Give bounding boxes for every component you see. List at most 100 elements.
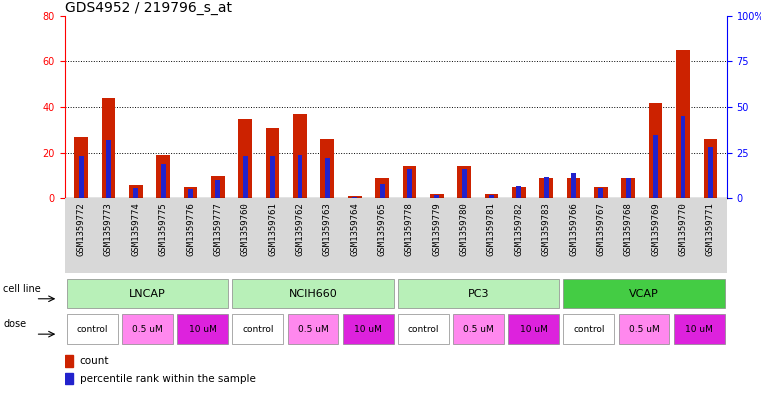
Bar [75,137,88,198]
Text: 0.5 uM: 0.5 uM [463,325,494,334]
Text: GSM1359776: GSM1359776 [186,202,195,256]
Text: GDS4952 / 219796_s_at: GDS4952 / 219796_s_at [65,1,231,15]
Bar [653,134,658,198]
Bar [122,314,173,344]
Text: 10 uM: 10 uM [685,325,713,334]
Bar [298,154,302,198]
Bar [626,178,631,198]
Bar [177,314,228,344]
Bar [348,196,361,198]
Bar [649,103,663,198]
Bar [375,178,389,198]
Text: 0.5 uM: 0.5 uM [629,325,659,334]
Bar [594,187,608,198]
Bar [485,194,498,198]
Text: GSM1359780: GSM1359780 [460,202,469,256]
Text: GSM1359761: GSM1359761 [268,202,277,256]
Bar [512,187,526,198]
Text: NCIH660: NCIH660 [288,289,337,299]
Text: GSM1359777: GSM1359777 [213,202,222,256]
Bar [453,314,504,344]
Bar [211,176,224,198]
Bar [703,139,717,198]
Bar [129,185,142,198]
Text: GSM1359762: GSM1359762 [295,202,304,256]
Text: GSM1359769: GSM1359769 [651,202,660,256]
Bar [508,314,559,344]
Bar [673,314,724,344]
Bar [622,178,635,198]
Bar [65,354,73,367]
Bar [102,98,116,198]
Text: GSM1359772: GSM1359772 [77,202,85,256]
Bar [243,156,248,198]
Text: GSM1359779: GSM1359779 [432,202,441,256]
Text: LNCAP: LNCAP [129,289,166,299]
Text: GSM1359783: GSM1359783 [542,202,551,256]
Bar [78,156,84,198]
Bar [188,189,193,198]
Text: 0.5 uM: 0.5 uM [132,325,163,334]
Bar [398,314,449,344]
Text: control: control [77,325,108,334]
Text: GSM1359775: GSM1359775 [159,202,167,256]
Bar [430,194,444,198]
Text: VCAP: VCAP [629,289,659,299]
Bar [435,195,439,198]
Bar [320,139,334,198]
Text: GSM1359773: GSM1359773 [104,202,113,256]
Bar [708,147,713,198]
Bar [563,279,724,309]
Bar [380,184,384,198]
Bar [106,140,111,198]
Bar [325,158,330,198]
Bar [156,155,170,198]
Text: GSM1359774: GSM1359774 [132,202,140,256]
Text: GSM1359766: GSM1359766 [569,202,578,256]
Text: GSM1359781: GSM1359781 [487,202,496,256]
Text: GSM1359760: GSM1359760 [240,202,250,256]
Text: percentile rank within the sample: percentile rank within the sample [80,374,256,384]
Bar [462,169,466,198]
Text: control: control [573,325,604,334]
Text: cell line: cell line [3,284,41,294]
Bar [215,180,221,198]
Bar [232,279,393,309]
Text: GSM1359778: GSM1359778 [405,202,414,256]
Text: GSM1359782: GSM1359782 [514,202,524,256]
Bar [67,279,228,309]
Bar [293,114,307,198]
Bar [540,178,553,198]
Text: PC3: PC3 [468,289,489,299]
Bar [489,195,494,198]
Bar [571,173,576,198]
Bar [457,167,471,198]
Bar [407,169,412,198]
Bar [67,314,118,344]
Bar [232,314,283,344]
Text: 10 uM: 10 uM [354,325,382,334]
Bar [352,196,357,198]
Text: GSM1359767: GSM1359767 [597,202,606,256]
Bar [133,187,139,198]
Text: GSM1359768: GSM1359768 [624,202,632,256]
Bar [619,314,670,344]
Text: GSM1359771: GSM1359771 [706,202,715,256]
Bar [680,116,686,198]
Bar [161,164,166,198]
Bar [183,187,197,198]
Text: 10 uM: 10 uM [189,325,217,334]
Bar [65,373,73,384]
Text: control: control [242,325,273,334]
Bar [676,50,689,198]
Text: 0.5 uM: 0.5 uM [298,325,328,334]
Bar [598,187,603,198]
Bar [270,156,275,198]
Bar [398,279,559,309]
Text: GSM1359763: GSM1359763 [323,202,332,256]
Bar [403,167,416,198]
Text: GSM1359765: GSM1359765 [377,202,387,256]
Text: GSM1359764: GSM1359764 [350,202,359,256]
Bar [266,128,279,198]
Bar [342,314,393,344]
